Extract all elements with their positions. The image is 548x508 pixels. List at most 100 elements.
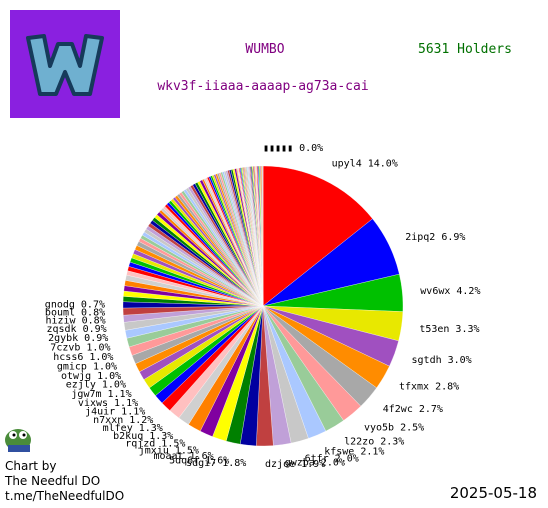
slice-label: gmicp 1.0% bbox=[57, 362, 117, 373]
slice-percent: 1.0% bbox=[97, 371, 121, 382]
slice-percent: 1.1% bbox=[108, 389, 132, 400]
slice-label: l22zo 2.3% bbox=[344, 437, 404, 448]
slice-percent: 1.0% bbox=[102, 380, 126, 391]
slice-label: vyo5b 2.5% bbox=[364, 423, 424, 434]
slice-percent: 1.1% bbox=[114, 398, 138, 409]
slice-name: ▮▮▮▮▮ bbox=[263, 143, 293, 154]
slice-label: 5dq6f 1.6% bbox=[169, 455, 229, 466]
slice-label: 2gybk 0.9% bbox=[48, 333, 108, 344]
slice-label: tfxmx 2.8% bbox=[399, 381, 459, 392]
slice-label: sgtdh 3.0% bbox=[412, 355, 472, 366]
slice-name: 4f2wc bbox=[383, 404, 413, 415]
token-title: WUMBO bbox=[245, 42, 284, 57]
slice-label: 6tfr 2.0% bbox=[305, 453, 359, 464]
slice-name: dzjoe bbox=[265, 459, 295, 470]
slice-label: 4f2wc 2.7% bbox=[383, 404, 443, 415]
slice-name: gmicp bbox=[57, 362, 87, 373]
slice-percent: 2.3% bbox=[380, 437, 404, 448]
slice-percent: 1.8% bbox=[222, 458, 246, 469]
slice-name: gnodg bbox=[45, 300, 75, 311]
slice-label: hcss6 1.0% bbox=[53, 352, 113, 363]
slice-percent: 1.0% bbox=[93, 362, 117, 373]
slice-percent: 14.0% bbox=[368, 159, 398, 170]
slice-name: ezjly bbox=[66, 380, 96, 391]
slice-name: bouml bbox=[45, 307, 75, 318]
slice-percent: 2.0% bbox=[321, 457, 345, 468]
slice-percent: 0.0% bbox=[299, 143, 323, 154]
slice-name: mlfey bbox=[103, 423, 133, 434]
slice-label: 7czvb 1.0% bbox=[50, 342, 110, 353]
slice-percent: 2.5% bbox=[400, 423, 424, 434]
slice-percent: 0.8% bbox=[81, 307, 105, 318]
slice-percent: 1.3% bbox=[139, 423, 163, 434]
slice-label: otwjg 1.0% bbox=[61, 371, 121, 382]
slice-name: hiziw bbox=[45, 315, 76, 326]
slice-name: upyl4 bbox=[332, 159, 362, 170]
slice-percent: 2.7% bbox=[419, 404, 443, 415]
slice-label: sdgi7 1.8% bbox=[186, 458, 246, 469]
slice-name: tfxmx bbox=[399, 381, 429, 392]
slice-label: j4uir 1.1% bbox=[85, 406, 145, 417]
slice-label: kfswe 2.1% bbox=[324, 447, 384, 458]
slice-label: b2kuq 1.3% bbox=[113, 431, 173, 442]
slice-percent: 4.2% bbox=[456, 286, 480, 297]
slice-name: l22zo bbox=[344, 437, 374, 448]
slice-name: j4uir bbox=[85, 406, 115, 417]
slice-percent: 3.3% bbox=[455, 324, 479, 335]
logo bbox=[10, 10, 120, 118]
slice-label: zqsdk 0.9% bbox=[46, 324, 106, 335]
slice-percent: 1.1% bbox=[121, 406, 145, 417]
slice-name: 7czvb bbox=[50, 342, 80, 353]
slice-label: ▮▮▮▮▮ 0.0% bbox=[263, 143, 323, 154]
slice-percent: 2.1% bbox=[360, 447, 384, 458]
slice-label: jgw7m 1.1% bbox=[71, 389, 131, 400]
slice-label: 2ipq2 6.9% bbox=[405, 232, 465, 243]
slice-name: b2kuq bbox=[113, 431, 143, 442]
slice-name: moaat bbox=[153, 451, 183, 462]
slice-percent: 1.0% bbox=[86, 342, 110, 353]
slice-percent: 0.9% bbox=[83, 324, 107, 335]
pie-slice bbox=[262, 165, 373, 307]
slice-label: upyl4 14.0% bbox=[332, 159, 398, 170]
slice-label: vixws 1.1% bbox=[78, 398, 138, 409]
slice-percent: 1.0% bbox=[89, 352, 113, 363]
slice-name: t53en bbox=[419, 324, 449, 335]
slice-name: jmxiu bbox=[139, 445, 169, 456]
slice-name: 2gybk bbox=[48, 333, 78, 344]
slice-label: hiziw 0.8% bbox=[45, 315, 105, 326]
slice-label: dzjoe 1.9% bbox=[265, 459, 325, 470]
slice-percent: 1.5% bbox=[175, 445, 199, 456]
slice-percent: 6.9% bbox=[441, 232, 465, 243]
slice-label: ezjly 1.0% bbox=[66, 380, 126, 391]
slice-label: rqjzd 1.5% bbox=[125, 439, 185, 450]
slice-label: bouml 0.8% bbox=[45, 307, 105, 318]
slice-percent: 2.0% bbox=[335, 453, 359, 464]
slice-name: jgw7m bbox=[71, 389, 101, 400]
slice-percent: 1.6% bbox=[190, 451, 214, 462]
slice-name: gwzba bbox=[285, 457, 315, 468]
slice-percent: 1.9% bbox=[301, 459, 325, 470]
slice-percent: 1.2% bbox=[129, 415, 153, 426]
slice-percent: 1.3% bbox=[149, 431, 173, 442]
pie: upyl4 14.0% 2ipq2 6.9% wv6wx 4.2% t53en 3.3% sgt… bbox=[45, 143, 481, 470]
slice-label: wv6wx 4.2% bbox=[420, 286, 480, 297]
slice-label: mlfey 1.3% bbox=[103, 423, 163, 434]
slice-name: sgtdh bbox=[412, 355, 442, 366]
slice-percent: 0.8% bbox=[82, 315, 106, 326]
slice-label: n7xxn 1.2% bbox=[93, 415, 153, 426]
credit: t.me/TheNeedfulDO bbox=[5, 489, 124, 503]
slice-name: kfswe bbox=[324, 447, 354, 458]
canister-id: wkv3f-iiaaa-aaaap-ag73a-cai bbox=[157, 79, 368, 94]
slice-percent: 1.5% bbox=[161, 439, 185, 450]
slice-percent: 0.9% bbox=[84, 333, 108, 344]
slice-label: t53en 3.3% bbox=[419, 324, 479, 335]
slice-name: rqjzd bbox=[125, 439, 155, 450]
slice-name: 5dq6f bbox=[169, 455, 199, 466]
credit: The Needful DO bbox=[4, 474, 100, 488]
date: 2025-05-18 bbox=[450, 484, 537, 502]
slice-name: 6tfr bbox=[305, 453, 329, 464]
slice-percent: 3.0% bbox=[448, 355, 472, 366]
slice-percent: 2.8% bbox=[435, 381, 459, 392]
slice-label: moaat 1.6% bbox=[153, 451, 213, 462]
